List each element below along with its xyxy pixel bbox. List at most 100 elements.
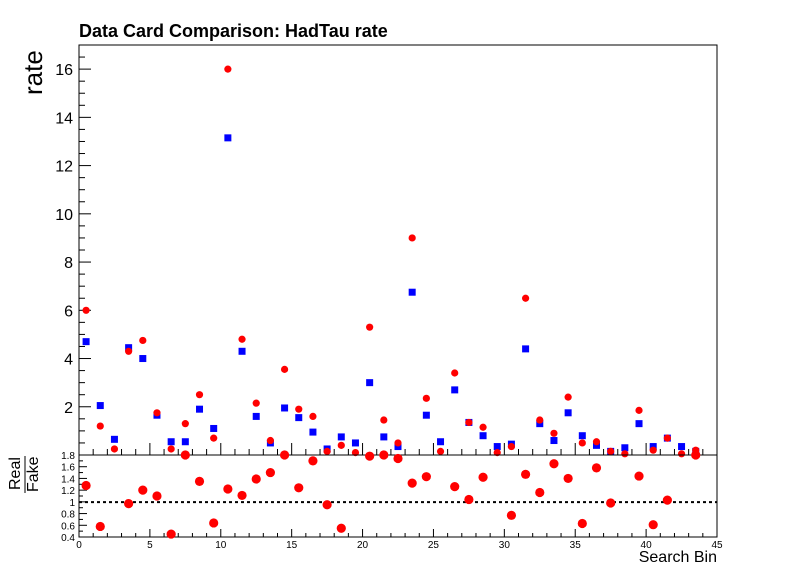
real-rate-point — [564, 393, 572, 401]
fake-rate-point — [196, 405, 204, 413]
ratio-y-tick-label: 1.6 — [61, 463, 75, 474]
ratio-point — [81, 480, 91, 491]
ratio-data-points — [81, 450, 701, 539]
fake-rate-point — [351, 439, 359, 447]
fake-rate-point — [635, 420, 643, 428]
real-rate-point — [621, 450, 629, 458]
real-rate-point — [96, 422, 104, 430]
ratio-label-numerator: Real — [7, 457, 24, 490]
fake-rate-point — [224, 134, 232, 142]
ratio-point — [662, 495, 672, 505]
ratio-y-tick-label: 1.8 — [61, 451, 75, 462]
x-tick-label: 45 — [711, 540, 723, 551]
ratio-point — [308, 456, 318, 466]
x-tick-label: 35 — [570, 540, 582, 551]
fake-rate-point — [337, 433, 345, 441]
ratio-y-tick-label: 1.4 — [61, 474, 75, 485]
real-rate-point — [252, 399, 260, 407]
y-tick-label: 16 — [55, 62, 73, 79]
chart-title: Data Card Comparison: HadTau rate — [79, 21, 388, 41]
ratio-y-tick-label: 1.2 — [61, 486, 75, 497]
fake-rate-point — [536, 420, 544, 428]
fake-rate-point — [380, 433, 388, 441]
ratio-point — [223, 484, 233, 494]
real-rate-point — [380, 416, 388, 424]
ratio-point — [265, 467, 275, 478]
ratio-label-denominator: Fake — [25, 456, 42, 492]
ratio-point — [138, 485, 148, 495]
fake-rate-point — [578, 432, 586, 440]
fake-rate-point — [479, 432, 487, 440]
fake-rate-point — [592, 441, 600, 449]
fake-rate-point — [437, 438, 445, 446]
ratio-point — [379, 450, 389, 460]
ratio-point — [393, 453, 403, 464]
real-rate-point — [592, 438, 601, 446]
fake-rate-point — [181, 438, 189, 446]
fake-rate-point — [366, 379, 374, 387]
real-rate-point — [550, 429, 558, 437]
real-rate-point — [280, 365, 289, 373]
ratio-point — [450, 482, 460, 492]
ratio-point — [591, 463, 602, 473]
real-rate-point — [422, 394, 430, 402]
ratio-point — [407, 478, 417, 488]
real-rate-point — [507, 442, 516, 451]
real-rate-point — [436, 447, 445, 455]
fake-rate-point — [649, 443, 657, 451]
top-plot-frame — [78, 44, 718, 456]
y-tick-label: 12 — [55, 159, 73, 176]
top-y-ticks: 2 4 6 8 10 12 14 16 — [55, 56, 91, 444]
ratio-point — [577, 518, 587, 529]
ratio-point — [294, 483, 304, 493]
real-rate-point — [181, 420, 189, 428]
ratio-y-tick-label: 0.6 — [61, 521, 75, 532]
ratio-point — [95, 521, 105, 532]
real-rate-point — [110, 445, 119, 453]
real-rate-point — [408, 234, 416, 242]
y-tick-label: 6 — [64, 303, 73, 320]
real-rate-point — [536, 416, 544, 424]
ratio-point — [322, 500, 332, 510]
ratio-point — [152, 491, 162, 501]
y-axis-label: rate — [18, 50, 48, 95]
fake-rate-point — [252, 412, 260, 420]
ratio-point — [166, 529, 176, 539]
ratio-point — [279, 450, 290, 460]
real-rate-point — [210, 434, 218, 442]
fake-rate-point — [167, 438, 175, 446]
top-x-ticks — [92, 443, 704, 455]
ratio-point — [563, 473, 573, 484]
real-rate-point — [465, 418, 473, 427]
ratio-point — [464, 494, 474, 505]
ratio-point — [180, 450, 190, 460]
ratio-point — [124, 499, 134, 509]
ratio-point — [506, 510, 517, 520]
fake-rate-point — [621, 444, 629, 452]
x-tick-label: 30 — [499, 540, 511, 551]
real-rate-point — [493, 448, 501, 457]
y-tick-label: 2 — [64, 400, 73, 417]
ratio-x-ticks: 0 5 10 15 20 25 30 35 40 45 — [76, 529, 723, 551]
fake-rate-point — [238, 347, 246, 355]
real-rate-point — [578, 439, 586, 447]
ratio-y-tick-label: 0.8 — [61, 510, 75, 521]
real-rate-point — [323, 447, 331, 455]
ratio-point — [421, 472, 431, 482]
ratio-point — [478, 472, 488, 482]
real-rate-point — [82, 306, 90, 314]
fake-rate-point — [522, 345, 530, 353]
fake-rate-point — [408, 288, 416, 296]
real-rate-point — [309, 412, 317, 421]
fake-rate-point — [110, 435, 118, 443]
fake-rate-point — [295, 414, 303, 422]
real-rate-point — [351, 448, 360, 457]
real-rate-point — [224, 65, 232, 73]
fake-rate-point — [96, 402, 104, 410]
x-tick-label: 10 — [215, 540, 227, 551]
x-axis-label: Search Bin — [639, 549, 717, 566]
ratio-point — [194, 476, 205, 486]
x-tick-label: 15 — [286, 540, 298, 551]
real-rate-point — [125, 347, 133, 355]
fake-rate-point — [82, 338, 90, 346]
